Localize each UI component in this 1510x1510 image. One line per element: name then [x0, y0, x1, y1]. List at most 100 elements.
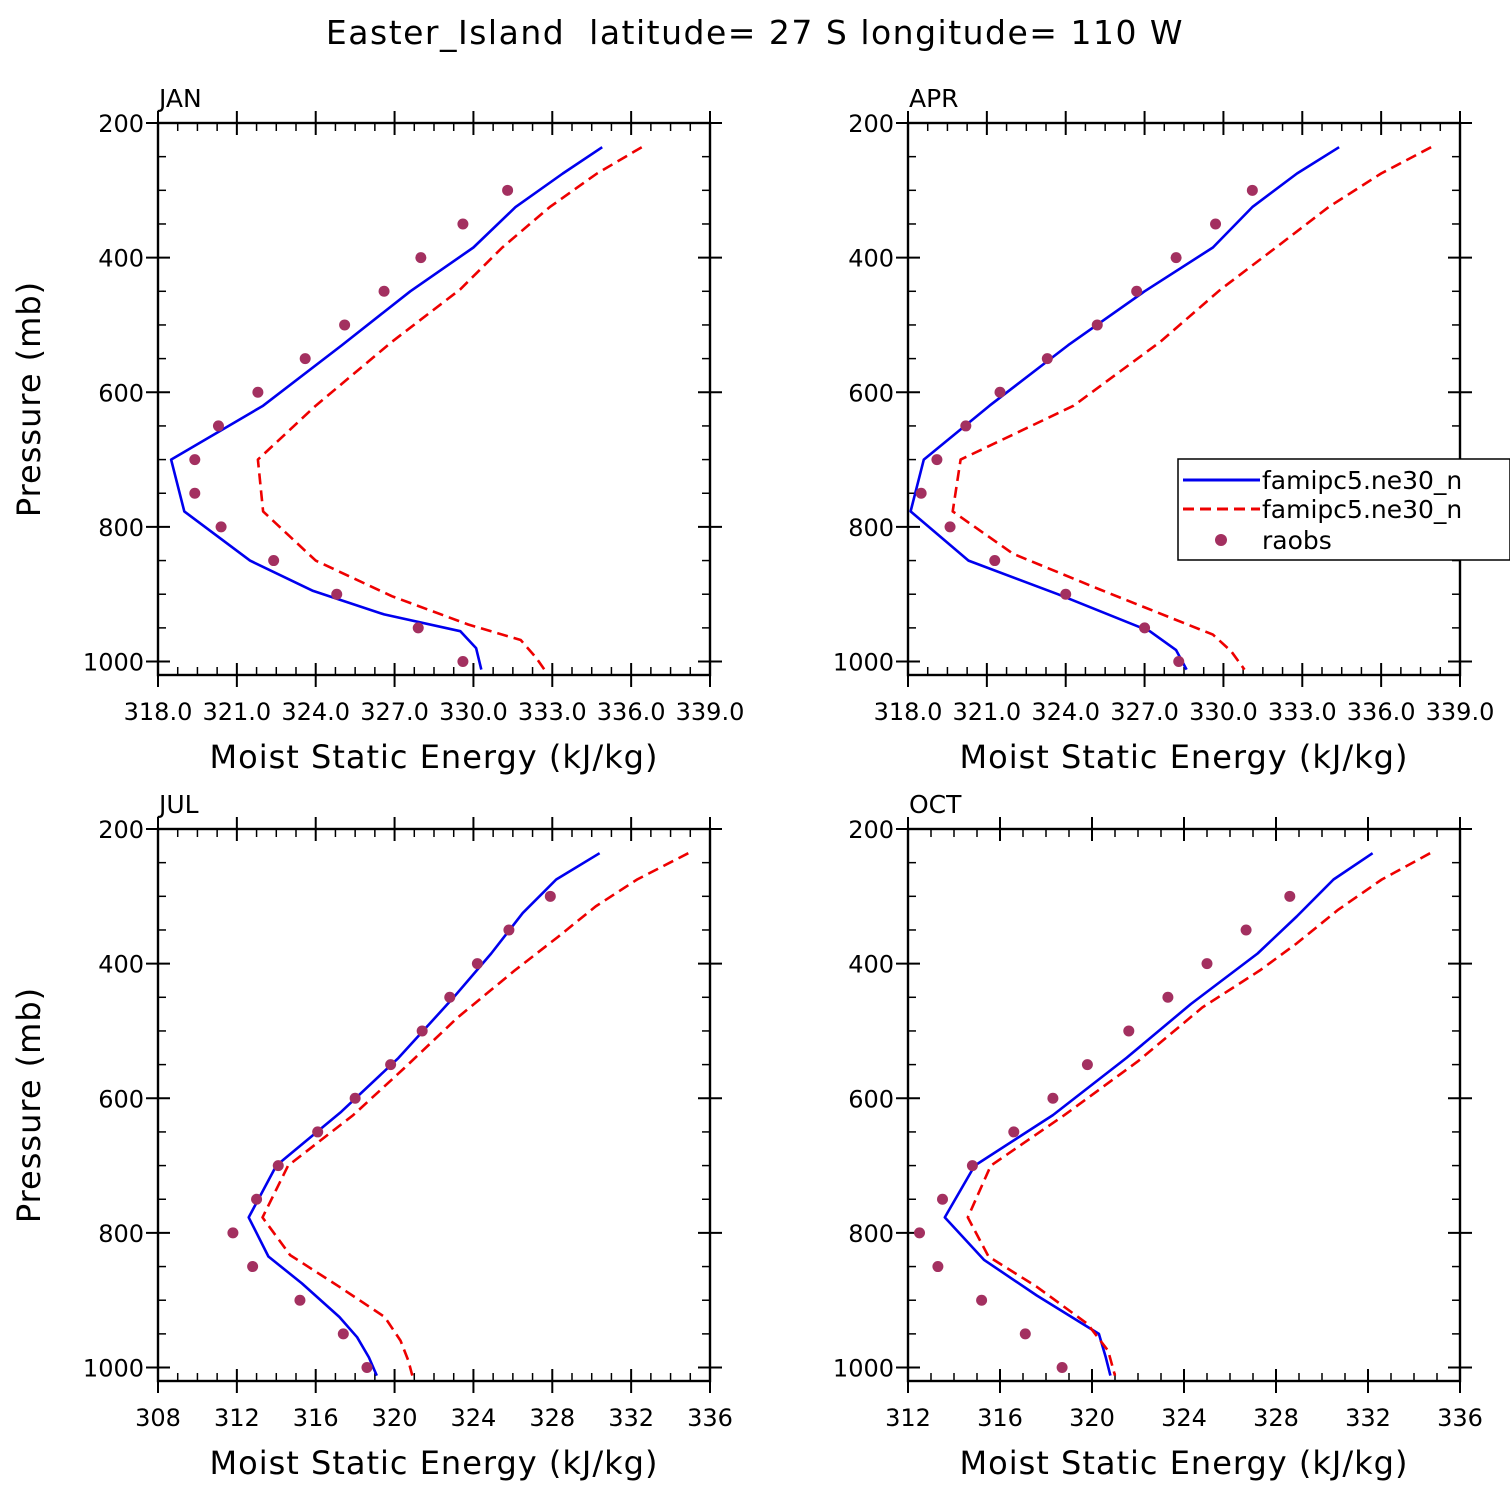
y-tick-label: 400: [98, 245, 144, 273]
raobs-point: [247, 1261, 259, 1273]
y-tick-label: 1000: [83, 649, 144, 677]
plot-frame: [156, 827, 712, 1383]
raobs-point: [544, 890, 556, 902]
x-tick-label: 339.0: [1426, 698, 1495, 726]
plot-frame: [156, 121, 712, 677]
y-tick-label: 400: [848, 951, 894, 979]
panel-jul: 308 312 316 320 324 328 332 336 200 400 600 800 1000…: [10, 790, 733, 1482]
panel-label: JUL: [157, 790, 199, 819]
x-axis-label: Moist Static Energy (kJ/kg): [960, 738, 1409, 776]
figure-title: Easter_Island latitude= 27 S longitude= …: [326, 13, 1184, 52]
y-tick-label: 200: [848, 816, 894, 844]
raobs-point: [361, 1362, 373, 1374]
x-tick-label: 336: [687, 1404, 733, 1432]
x-tick-label: 316: [977, 1404, 1023, 1432]
raobs-point: [1162, 991, 1174, 1003]
y-tick-label: 200: [98, 110, 144, 138]
x-tick-label: 324.0: [281, 698, 350, 726]
x-tick-label: 336.0: [1347, 698, 1416, 726]
legend-label-dots: raobs: [1262, 526, 1332, 555]
raobs-point: [457, 218, 469, 230]
plot-frame: [906, 827, 1462, 1383]
raobs-point: [931, 454, 943, 466]
raobs-point: [471, 958, 483, 970]
raobs-point: [251, 1193, 263, 1205]
raobs-point: [914, 1227, 925, 1239]
raobs-point: [915, 487, 927, 499]
x-tick-label: 318.0: [124, 698, 193, 726]
x-tick-label: 327.0: [1110, 698, 1179, 726]
raobs-point: [1091, 319, 1103, 331]
raobs-point: [385, 1059, 397, 1071]
x-tick-label: 308: [135, 1404, 181, 1432]
raobs-point: [1056, 1362, 1068, 1374]
raobs-point: [1139, 622, 1151, 634]
raobs-point: [312, 1126, 324, 1138]
series-solid-line: [909, 146, 1340, 671]
y-tick-label: 600: [98, 379, 144, 407]
raobs-point: [212, 420, 224, 432]
series-dashed-line: [261, 852, 689, 1376]
x-tick-label: 312: [885, 1404, 931, 1432]
y-axis-label: Pressure (mb): [10, 281, 48, 517]
raobs-point: [339, 319, 351, 331]
y-tick-label: 600: [848, 1085, 894, 1113]
series-solid-line: [943, 852, 1374, 1376]
x-axis-label: Moist Static Energy (kJ/kg): [210, 1444, 659, 1482]
raobs-point: [989, 555, 1001, 567]
series-dashed-line: [951, 146, 1432, 671]
x-tick-label: 336: [1437, 1404, 1483, 1432]
raobs-point: [1081, 1059, 1093, 1071]
y-tick-label: 200: [848, 110, 894, 138]
x-tick-label: 321.0: [952, 698, 1021, 726]
panel-apr: 318.0 321.0 324.0 327.0 330.0 333.0 336.0 339.0…: [833, 84, 1494, 776]
y-axis-label: Pressure (mb): [10, 987, 48, 1223]
raobs-point: [378, 285, 390, 297]
x-axis-label: Moist Static Energy (kJ/kg): [960, 1444, 1409, 1482]
raobs-point: [215, 521, 227, 533]
x-tick-label: 312: [214, 1404, 260, 1432]
x-axis-label: Moist Static Energy (kJ/kg): [210, 738, 659, 776]
raobs-point: [1173, 656, 1185, 668]
x-tick-label: 320: [1069, 1404, 1115, 1432]
raobs-point: [337, 1328, 349, 1340]
raobs-point: [994, 386, 1006, 398]
y-tick-label: 600: [848, 379, 894, 407]
x-tick-label: 328: [529, 1404, 575, 1432]
raobs-point: [1131, 285, 1143, 297]
legend-swatch-dot: [1215, 534, 1227, 546]
y-tick-label: 1000: [833, 1355, 894, 1383]
raobs-point: [457, 656, 469, 668]
x-tick-label: 327.0: [360, 698, 429, 726]
legend: famipc5.ne30_n famipc5.ne30_n raobs: [1177, 458, 1510, 561]
x-tick-label: 336.0: [597, 698, 666, 726]
raobs-point: [1210, 218, 1222, 230]
series-solid-line: [169, 146, 603, 670]
raobs-point: [268, 555, 280, 567]
raobs-point: [966, 1160, 978, 1172]
x-tick-label: 330.0: [1189, 698, 1258, 726]
raobs-point: [1123, 1025, 1135, 1037]
raobs-point: [1284, 890, 1296, 902]
y-tick-label: 1000: [83, 1355, 144, 1383]
y-tick-label: 400: [98, 951, 144, 979]
legend-label-dashed: famipc5.ne30_n: [1262, 495, 1462, 524]
raobs-point: [1201, 958, 1213, 970]
legend-label-solid: famipc5.ne30_n: [1262, 466, 1462, 495]
plot-frame: [906, 121, 1462, 677]
raobs-point: [227, 1227, 239, 1239]
raobs-point: [272, 1160, 284, 1172]
x-tick-label: 339.0: [676, 698, 745, 726]
x-tick-label: 333.0: [518, 698, 587, 726]
series-dashed-line: [256, 146, 643, 671]
raobs-point: [503, 924, 515, 936]
raobs-point: [932, 1261, 944, 1273]
panel-label: APR: [909, 84, 959, 113]
raobs-point: [415, 252, 427, 264]
legend-box: [1177, 458, 1510, 561]
raobs-point: [189, 454, 201, 466]
raobs-point: [937, 1193, 948, 1205]
y-tick-label: 200: [98, 816, 144, 844]
x-tick-label: 321.0: [202, 698, 271, 726]
